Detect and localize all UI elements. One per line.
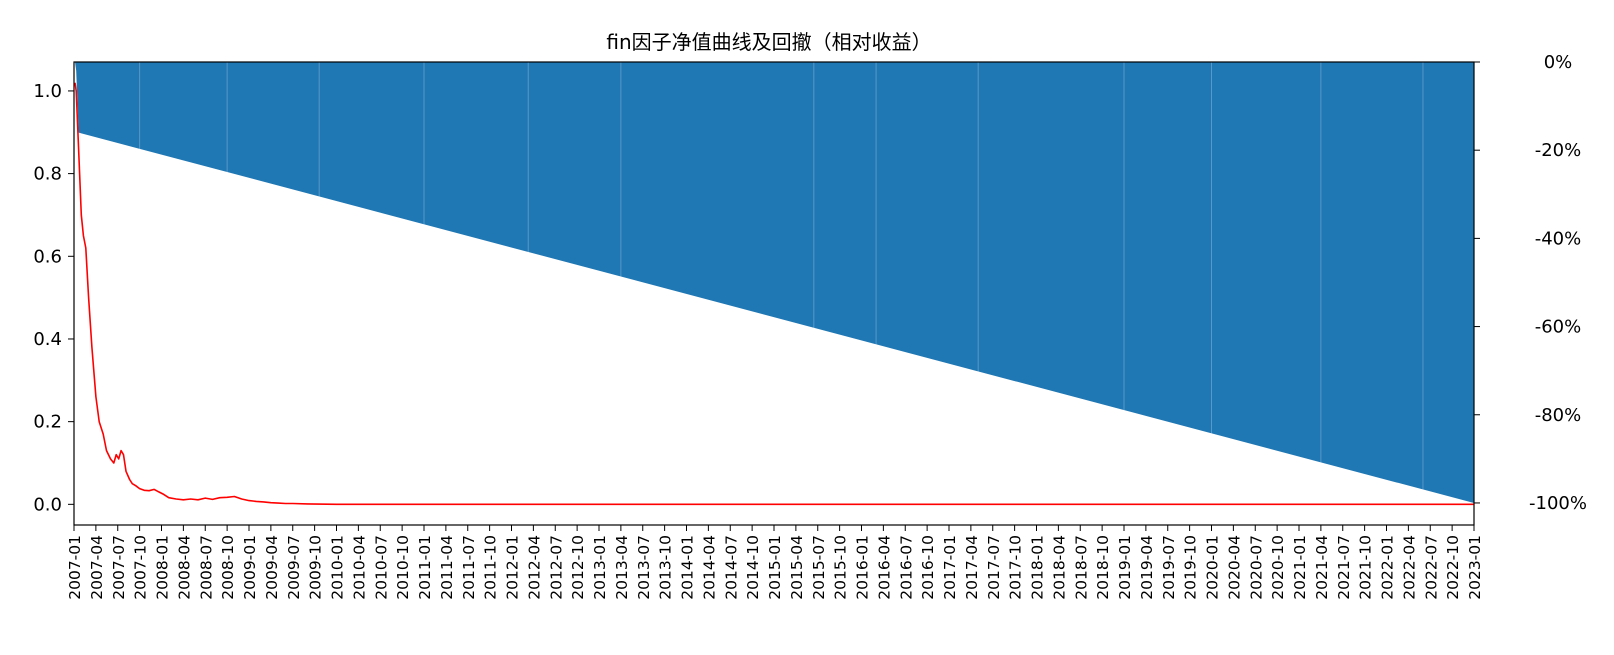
drawdown-area — [74, 62, 1474, 503]
left-y-tick-label: 0.0 — [33, 494, 62, 515]
x-tick-label: 2022-04 — [1400, 535, 1418, 600]
x-tick-label: 2009-01 — [241, 535, 259, 600]
x-tick-label: 2009-04 — [263, 535, 281, 600]
x-tick-label: 2018-10 — [1094, 535, 1112, 600]
left-y-tick-label: 0.4 — [33, 329, 62, 350]
x-tick-label: 2007-07 — [110, 535, 128, 600]
x-tick-label: 2019-04 — [1138, 535, 1156, 600]
right-y-axis: -100% -80% -60% -40% -20% 0% — [1474, 52, 1587, 514]
right-y-tick-label: -100% — [1529, 493, 1587, 514]
x-tick-label: 2008-01 — [154, 535, 172, 600]
x-tick-label: 2016-10 — [919, 535, 937, 600]
x-tick-label: 2019-07 — [1160, 535, 1178, 600]
x-tick-label: 2007-01 — [66, 535, 84, 600]
x-tick-label: 2009-10 — [307, 535, 325, 600]
x-tick-label: 2014-07 — [722, 535, 740, 600]
x-tick-label: 2022-01 — [1379, 535, 1397, 600]
x-tick-label: 2017-01 — [941, 535, 959, 600]
x-tick-label: 2021-10 — [1357, 535, 1375, 600]
x-tick-label: 2009-07 — [285, 535, 303, 600]
left-y-tick-label: 0.2 — [33, 412, 62, 433]
x-tick-label: 2010-07 — [372, 535, 390, 600]
x-tick-label: 2014-04 — [700, 535, 718, 600]
x-tick-label: 2021-01 — [1291, 535, 1309, 600]
left-y-tick-label: 1.0 — [33, 81, 62, 102]
x-tick-label: 2015-04 — [788, 535, 806, 600]
x-tick-label: 2008-07 — [197, 535, 215, 600]
x-tick-label: 2011-10 — [482, 535, 500, 600]
x-tick-label: 2022-10 — [1444, 535, 1462, 600]
right-y-tick-label: 0% — [1544, 52, 1573, 73]
x-tick-label: 2012-07 — [547, 535, 565, 600]
x-tick-label: 2016-04 — [875, 535, 893, 600]
x-tick-label: 2011-07 — [460, 535, 478, 600]
x-tick-label: 2020-07 — [1247, 535, 1265, 600]
x-tick-label: 2019-01 — [1116, 535, 1134, 600]
x-axis: 2007-01 2007-04 2007-07 2007-10 2008-01 2008-… — [66, 525, 1484, 600]
drawdown-area-layer — [74, 62, 1474, 503]
x-tick-label: 2017-04 — [963, 535, 981, 600]
chart-title: fin因子净值曲线及回撤（相对收益） — [606, 30, 931, 54]
x-tick-label: 2010-04 — [350, 535, 368, 600]
x-tick-label: 2022-07 — [1422, 535, 1440, 600]
x-tick-label: 2011-01 — [416, 535, 434, 600]
left-y-tick-label: 0.8 — [33, 164, 62, 185]
left-y-tick-label: 0.6 — [33, 246, 62, 267]
x-tick-label: 2020-04 — [1225, 535, 1243, 600]
right-y-tick-label: -40% — [1535, 228, 1582, 249]
x-tick-label: 2020-10 — [1269, 535, 1287, 600]
x-tick-label: 2018-01 — [1029, 535, 1047, 600]
x-tick-label: 2017-10 — [1007, 535, 1025, 600]
x-tick-label: 2012-10 — [569, 535, 587, 600]
x-tick-label: 2008-10 — [219, 535, 237, 600]
x-tick-label: 2021-07 — [1335, 535, 1353, 600]
x-tick-label: 2018-04 — [1050, 535, 1068, 600]
x-tick-label: 2021-04 — [1313, 535, 1331, 600]
net-value-line — [74, 82, 1474, 506]
x-tick-label: 2015-01 — [766, 535, 784, 600]
x-tick-label: 2008-04 — [175, 535, 193, 600]
x-tick-label: 2013-10 — [657, 535, 675, 600]
x-tick-label: 2020-01 — [1204, 535, 1222, 600]
x-tick-label: 2018-07 — [1072, 535, 1090, 600]
x-tick-label: 2013-04 — [613, 535, 631, 600]
right-y-tick-label: -60% — [1535, 317, 1582, 338]
right-y-tick-label: -20% — [1535, 140, 1582, 161]
x-tick-label: 2007-10 — [132, 535, 150, 600]
x-tick-label: 2015-10 — [832, 535, 850, 600]
x-tick-label: 2012-04 — [525, 535, 543, 600]
x-tick-label: 2007-04 — [88, 535, 106, 600]
x-tick-label: 2013-07 — [635, 535, 653, 600]
drawdown-stripe-layer — [139, 62, 1424, 503]
net-value-line-layer — [74, 82, 1474, 506]
left-y-axis: 0.0 0.2 0.4 0.6 0.8 1.0 — [33, 81, 74, 515]
x-tick-label: 2016-01 — [854, 535, 872, 600]
x-tick-label: 2016-07 — [897, 535, 915, 600]
x-tick-label: 2011-04 — [438, 535, 456, 600]
x-tick-label: 2023-01 — [1466, 535, 1484, 600]
x-tick-label: 2017-07 — [985, 535, 1003, 600]
x-tick-label: 2015-07 — [810, 535, 828, 600]
x-tick-label: 2010-01 — [329, 535, 347, 600]
x-tick-label: 2019-10 — [1182, 535, 1200, 600]
x-tick-label: 2013-01 — [591, 535, 609, 600]
x-tick-label: 2012-01 — [504, 535, 522, 600]
x-tick-label: 2014-10 — [744, 535, 762, 600]
x-tick-label: 2014-01 — [679, 535, 697, 600]
x-tick-label: 2010-10 — [394, 535, 412, 600]
right-y-tick-label: -80% — [1535, 405, 1582, 426]
